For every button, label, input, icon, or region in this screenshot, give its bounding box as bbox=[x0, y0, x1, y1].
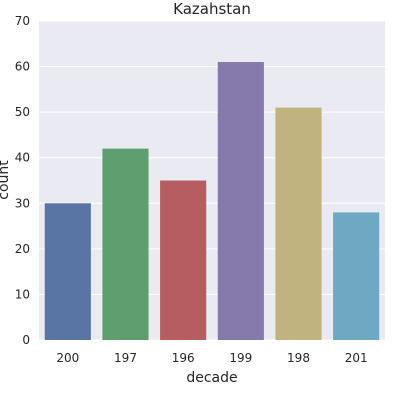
bars bbox=[44, 62, 380, 341]
y-tick-label: 60 bbox=[15, 60, 30, 74]
gridlines bbox=[39, 20, 385, 341]
x-axis-ticks: 200 197 196 199 198 201 bbox=[56, 351, 367, 365]
x-axis-label: decade bbox=[186, 370, 237, 386]
y-tick-label: 10 bbox=[15, 287, 30, 301]
plot-area bbox=[39, 21, 385, 340]
bar-197 bbox=[102, 148, 149, 340]
y-axis-label: count bbox=[0, 160, 12, 200]
x-tick-label: 198 bbox=[287, 351, 310, 365]
y-tick-label: 0 bbox=[22, 333, 30, 347]
y-tick-label: 70 bbox=[15, 14, 30, 28]
y-axis-ticks: 0 10 20 30 40 50 60 70 bbox=[15, 14, 30, 347]
bar-196 bbox=[160, 180, 207, 340]
x-tick-label: 196 bbox=[172, 351, 195, 365]
bar-199 bbox=[217, 62, 264, 341]
chart-title: Kazahstan bbox=[173, 0, 251, 18]
x-tick-label: 197 bbox=[114, 351, 137, 365]
x-tick-label: 201 bbox=[345, 351, 368, 365]
x-tick-label: 200 bbox=[56, 351, 79, 365]
y-tick-label: 20 bbox=[15, 242, 30, 256]
bar-198 bbox=[275, 107, 322, 340]
y-tick-label: 50 bbox=[15, 105, 30, 119]
y-tick-label: 30 bbox=[15, 196, 30, 210]
bar-200 bbox=[44, 203, 91, 340]
bar-201 bbox=[333, 212, 380, 340]
x-tick-label: 199 bbox=[229, 351, 252, 365]
y-tick-label: 40 bbox=[15, 151, 30, 165]
